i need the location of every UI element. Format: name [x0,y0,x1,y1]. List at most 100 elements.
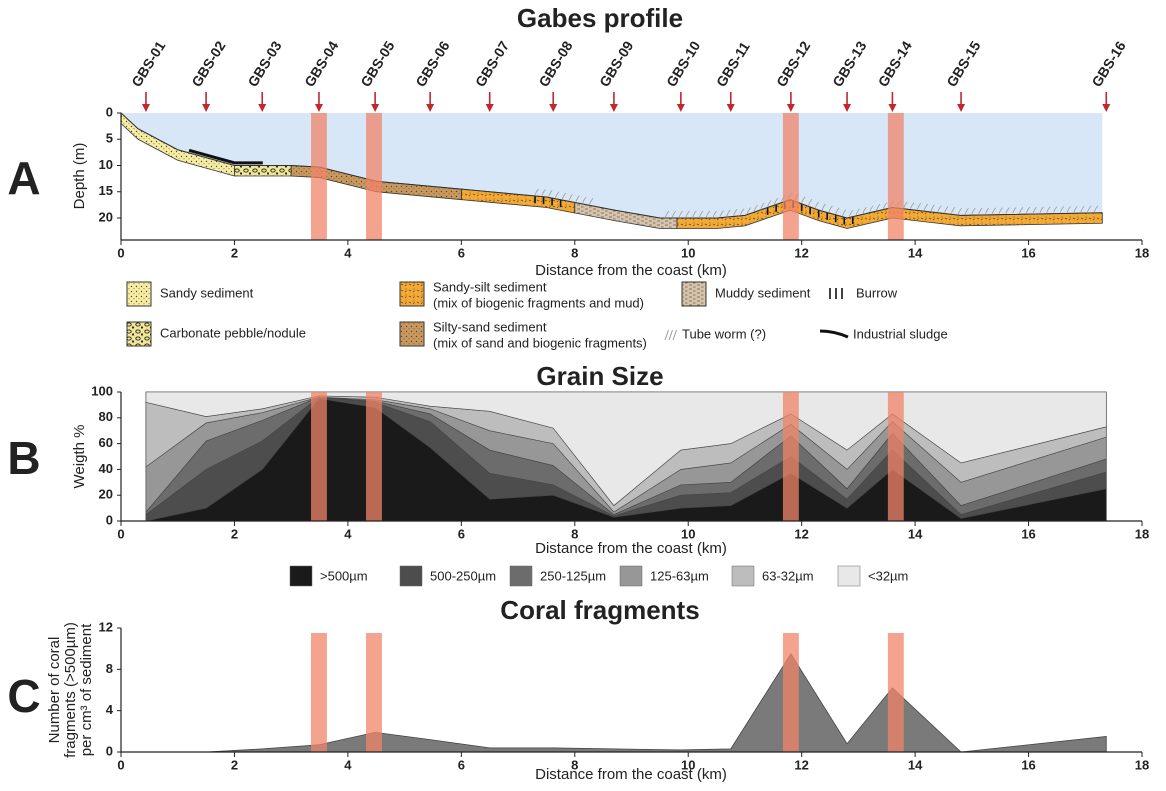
station-label: GBS-03 [244,38,284,90]
y-tick-label: 5 [106,131,113,146]
station-label: GBS-09 [596,38,636,90]
x-tick-label: 10 [681,245,695,260]
station-arrow [549,92,557,112]
x-tick-label: 4 [344,245,352,260]
highlight-band [366,392,382,521]
highlight-band [311,633,327,752]
sediment-texture [234,166,291,177]
highlight-band [366,113,382,240]
y-tick-label: 20 [99,487,113,502]
highlight-band [888,392,904,521]
legend-texture [400,322,424,346]
x-tick-label: 18 [1135,245,1149,260]
legend-label: (mix of biogenic fragments and mud) [433,295,644,310]
y-tick-label: 15 [99,183,113,198]
station-label: GBS-12 [773,38,813,90]
station-label: GBS-05 [357,38,397,90]
x-tick-label: 12 [794,757,808,772]
y-tick-label: 8 [106,661,113,676]
legend-label: Silty-sand sediment [433,319,547,334]
arrow-head [727,104,735,112]
legend-texture [400,282,424,306]
coral-area [146,654,1106,752]
x-tick-label: 14 [908,526,923,541]
station-arrow [677,92,685,112]
x-axis-label: Distance from the coast (km) [535,540,727,557]
station-arrow [787,92,795,112]
arrow-head [202,104,210,112]
x-tick-label: 10 [681,526,695,541]
panel-letter: C [7,670,40,722]
arrow-head [610,104,618,112]
x-tick-label: 16 [1021,526,1035,541]
station-label: GBS-02 [188,38,228,90]
station-arrow [610,92,618,112]
station-arrow [843,92,851,112]
legend-label: <32µm [868,568,908,583]
highlight-band [311,392,327,521]
station-label: GBS-07 [472,38,512,90]
legend-label: Industrial sludge [853,326,948,341]
legend-label: 500-250µm [430,568,496,583]
x-tick-label: 0 [117,757,124,772]
x-tick-label: 2 [231,757,238,772]
highlight-band [888,113,904,240]
x-tick-label: 18 [1135,526,1149,541]
arrow-head [142,104,150,112]
legend-texture [682,282,706,306]
x-tick-label: 6 [458,757,465,772]
station-arrow [1102,92,1110,112]
legend-swatch [400,566,422,586]
highlight-band [783,633,799,752]
x-tick-label: 14 [908,245,923,260]
legend-label: >500µm [320,568,368,583]
y-tick-label: 0 [106,104,113,119]
arrow-head [888,104,896,112]
x-tick-label: 12 [794,526,808,541]
station-arrow [315,92,323,112]
arrow-head [426,104,434,112]
legend-label: 250-125µm [540,568,606,583]
station-arrow [727,92,735,112]
x-tick-label: 6 [458,245,465,260]
legend-label: Sandy-silt sediment [433,279,547,294]
x-tick-label: 14 [908,757,923,772]
panel-title: Gabes profile [517,3,683,33]
station-arrow [371,92,379,112]
panel-title: Grain Size [536,361,663,391]
legend-swatch [838,566,860,586]
station-arrow [888,92,896,112]
x-tick-label: 8 [571,245,578,260]
station-arrow [202,92,210,112]
legend-texture [127,322,151,346]
station-label: GBS-10 [663,38,703,90]
x-tick-label: 2 [231,526,238,541]
panel-title: Coral fragments [500,595,699,625]
y-axis-label: Depth (m) [71,143,88,210]
station-label: GBS-06 [412,38,452,90]
highlight-band [783,392,799,521]
x-axis-label: Distance from the coast (km) [535,766,727,783]
x-tick-label: 12 [794,245,808,260]
highlight-band [888,633,904,752]
legend-label: 125-63µm [650,568,709,583]
y-axis-label: fragments (>500µm) [62,622,79,758]
x-tick-label: 6 [458,526,465,541]
arrow-head [549,104,557,112]
station-label: GBS-04 [301,38,341,90]
arrow-head [843,104,851,112]
legend-icon [665,330,669,340]
arrow-head [315,104,323,112]
x-tick-label: 10 [681,757,695,772]
legend-label: Tube worm (?) [682,326,766,341]
legend-label: Carbonate pebble/nodule [160,325,306,340]
legend-icon [820,331,848,337]
highlight-band [311,113,327,240]
arrow-head [371,104,379,112]
legend-texture [127,282,151,306]
station-label: GBS-14 [875,38,915,90]
arrow-head [486,104,494,112]
y-tick-label: 4 [106,702,114,717]
legend-label: 63-32µm [762,568,814,583]
x-tick-label: 16 [1021,245,1035,260]
